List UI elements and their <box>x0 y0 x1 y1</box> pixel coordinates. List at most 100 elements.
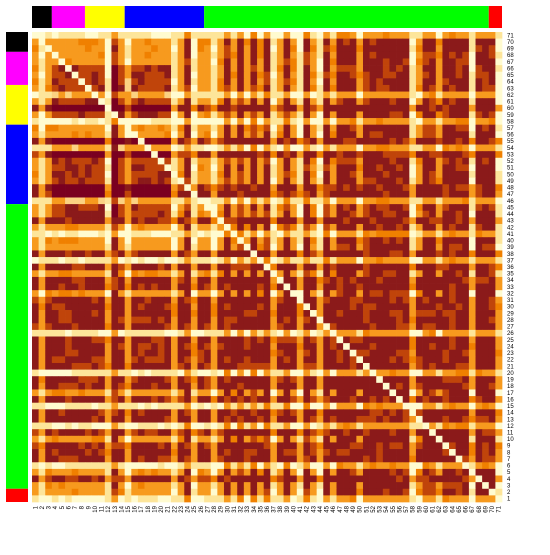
heatmap-cell <box>91 171 99 178</box>
heatmap-cell <box>84 257 92 265</box>
heatmap-cell <box>177 356 185 364</box>
heatmap-cell <box>303 223 311 231</box>
heatmap-cell <box>197 468 205 476</box>
heatmap-cell <box>270 422 278 430</box>
heatmap-cell <box>151 376 159 384</box>
heatmap-cell <box>310 382 317 390</box>
heatmap-cell <box>356 164 364 172</box>
heatmap-cell <box>415 210 423 218</box>
heatmap-cell <box>296 58 304 66</box>
heatmap-cell <box>164 356 172 364</box>
heatmap-cell <box>462 237 470 245</box>
heatmap-cell <box>310 376 317 384</box>
heatmap-cell <box>488 369 496 377</box>
heatmap-cell <box>329 217 337 225</box>
heatmap-cell <box>177 197 185 205</box>
heatmap-cell <box>442 336 450 344</box>
heatmap-cell <box>137 104 145 112</box>
heatmap-cell <box>177 32 185 39</box>
heatmap-cell <box>38 356 46 364</box>
heatmap-cell <box>389 303 397 311</box>
heatmap-cell <box>223 65 231 73</box>
heatmap-cell <box>389 111 397 119</box>
heatmap-cell <box>157 263 165 271</box>
heatmap-cell <box>38 376 46 384</box>
heatmap-cell <box>329 230 337 238</box>
heatmap-cell <box>111 51 119 59</box>
heatmap-cell <box>151 32 159 39</box>
heatmap-cell <box>58 157 66 165</box>
heatmap-cell <box>316 111 324 119</box>
heatmap-cell <box>131 184 139 192</box>
heatmap-cell <box>230 217 238 225</box>
heatmap-cell <box>263 124 271 132</box>
heatmap-cell <box>71 455 79 463</box>
heatmap-cell <box>475 171 483 178</box>
column-group-segment <box>51 6 85 28</box>
heatmap-cell <box>296 343 304 351</box>
heatmap-cell <box>422 137 430 145</box>
heatmap-cell <box>455 376 463 384</box>
heatmap-cell <box>210 290 218 298</box>
heatmap-cell <box>429 78 437 86</box>
heatmap-cell <box>442 329 450 337</box>
heatmap-cell <box>104 51 112 59</box>
heatmap-cell <box>362 137 370 145</box>
heatmap-cell <box>442 389 450 397</box>
heatmap-cell <box>422 124 430 132</box>
heatmap-cell <box>415 488 423 496</box>
heatmap-cell <box>402 475 410 483</box>
heatmap-cell <box>51 223 59 231</box>
heatmap-cell <box>323 91 331 99</box>
heatmap-cell <box>290 369 298 377</box>
heatmap-cell <box>32 362 39 370</box>
heatmap-cell <box>316 356 324 364</box>
heatmap-cell <box>171 362 178 370</box>
heatmap-cell <box>409 362 417 370</box>
heatmap-cell <box>323 84 331 92</box>
heatmap-cell <box>382 210 390 218</box>
heatmap-cell <box>217 396 225 404</box>
heatmap-cell <box>462 389 470 397</box>
heatmap-cell <box>409 157 417 165</box>
heatmap-cell <box>362 32 370 39</box>
heatmap-cell <box>84 65 92 73</box>
heatmap-cell <box>303 270 311 278</box>
heatmap-cell <box>303 396 311 404</box>
heatmap-cell <box>230 98 238 106</box>
heatmap-cell <box>396 111 404 119</box>
heatmap-cell <box>415 316 423 324</box>
heatmap-cell <box>131 290 139 298</box>
heatmap-cell <box>157 111 165 119</box>
heatmap-cell <box>316 65 324 73</box>
heatmap-cell <box>376 290 384 298</box>
heatmap-cell <box>223 402 231 410</box>
heatmap-cell <box>462 429 470 437</box>
heatmap-cell <box>435 98 443 106</box>
heatmap-cell <box>369 51 377 59</box>
heatmap-cell <box>237 243 245 251</box>
heatmap-cell <box>389 429 397 437</box>
heatmap-cell <box>78 323 86 331</box>
heatmap-cell <box>243 210 251 218</box>
heatmap-cell <box>482 263 490 271</box>
heatmap-cell <box>144 455 152 463</box>
heatmap-cell <box>184 137 192 145</box>
heatmap-cell <box>356 32 364 39</box>
heatmap-cell <box>164 184 172 192</box>
heatmap-cell <box>482 435 490 443</box>
heatmap-cell <box>455 190 463 198</box>
heatmap-cell <box>455 131 463 139</box>
heatmap-cell <box>32 283 39 291</box>
heatmap-cell <box>396 442 404 450</box>
heatmap-cell <box>51 488 59 496</box>
heatmap-cell <box>157 164 165 172</box>
heatmap-cell <box>217 171 225 178</box>
heatmap-cell <box>223 144 231 152</box>
heatmap-cell <box>488 396 496 404</box>
heatmap-cell <box>177 230 185 238</box>
heatmap-cell <box>204 303 212 311</box>
heatmap-cell <box>396 237 404 245</box>
heatmap-cell <box>65 263 73 271</box>
heatmap-cell <box>190 164 198 172</box>
